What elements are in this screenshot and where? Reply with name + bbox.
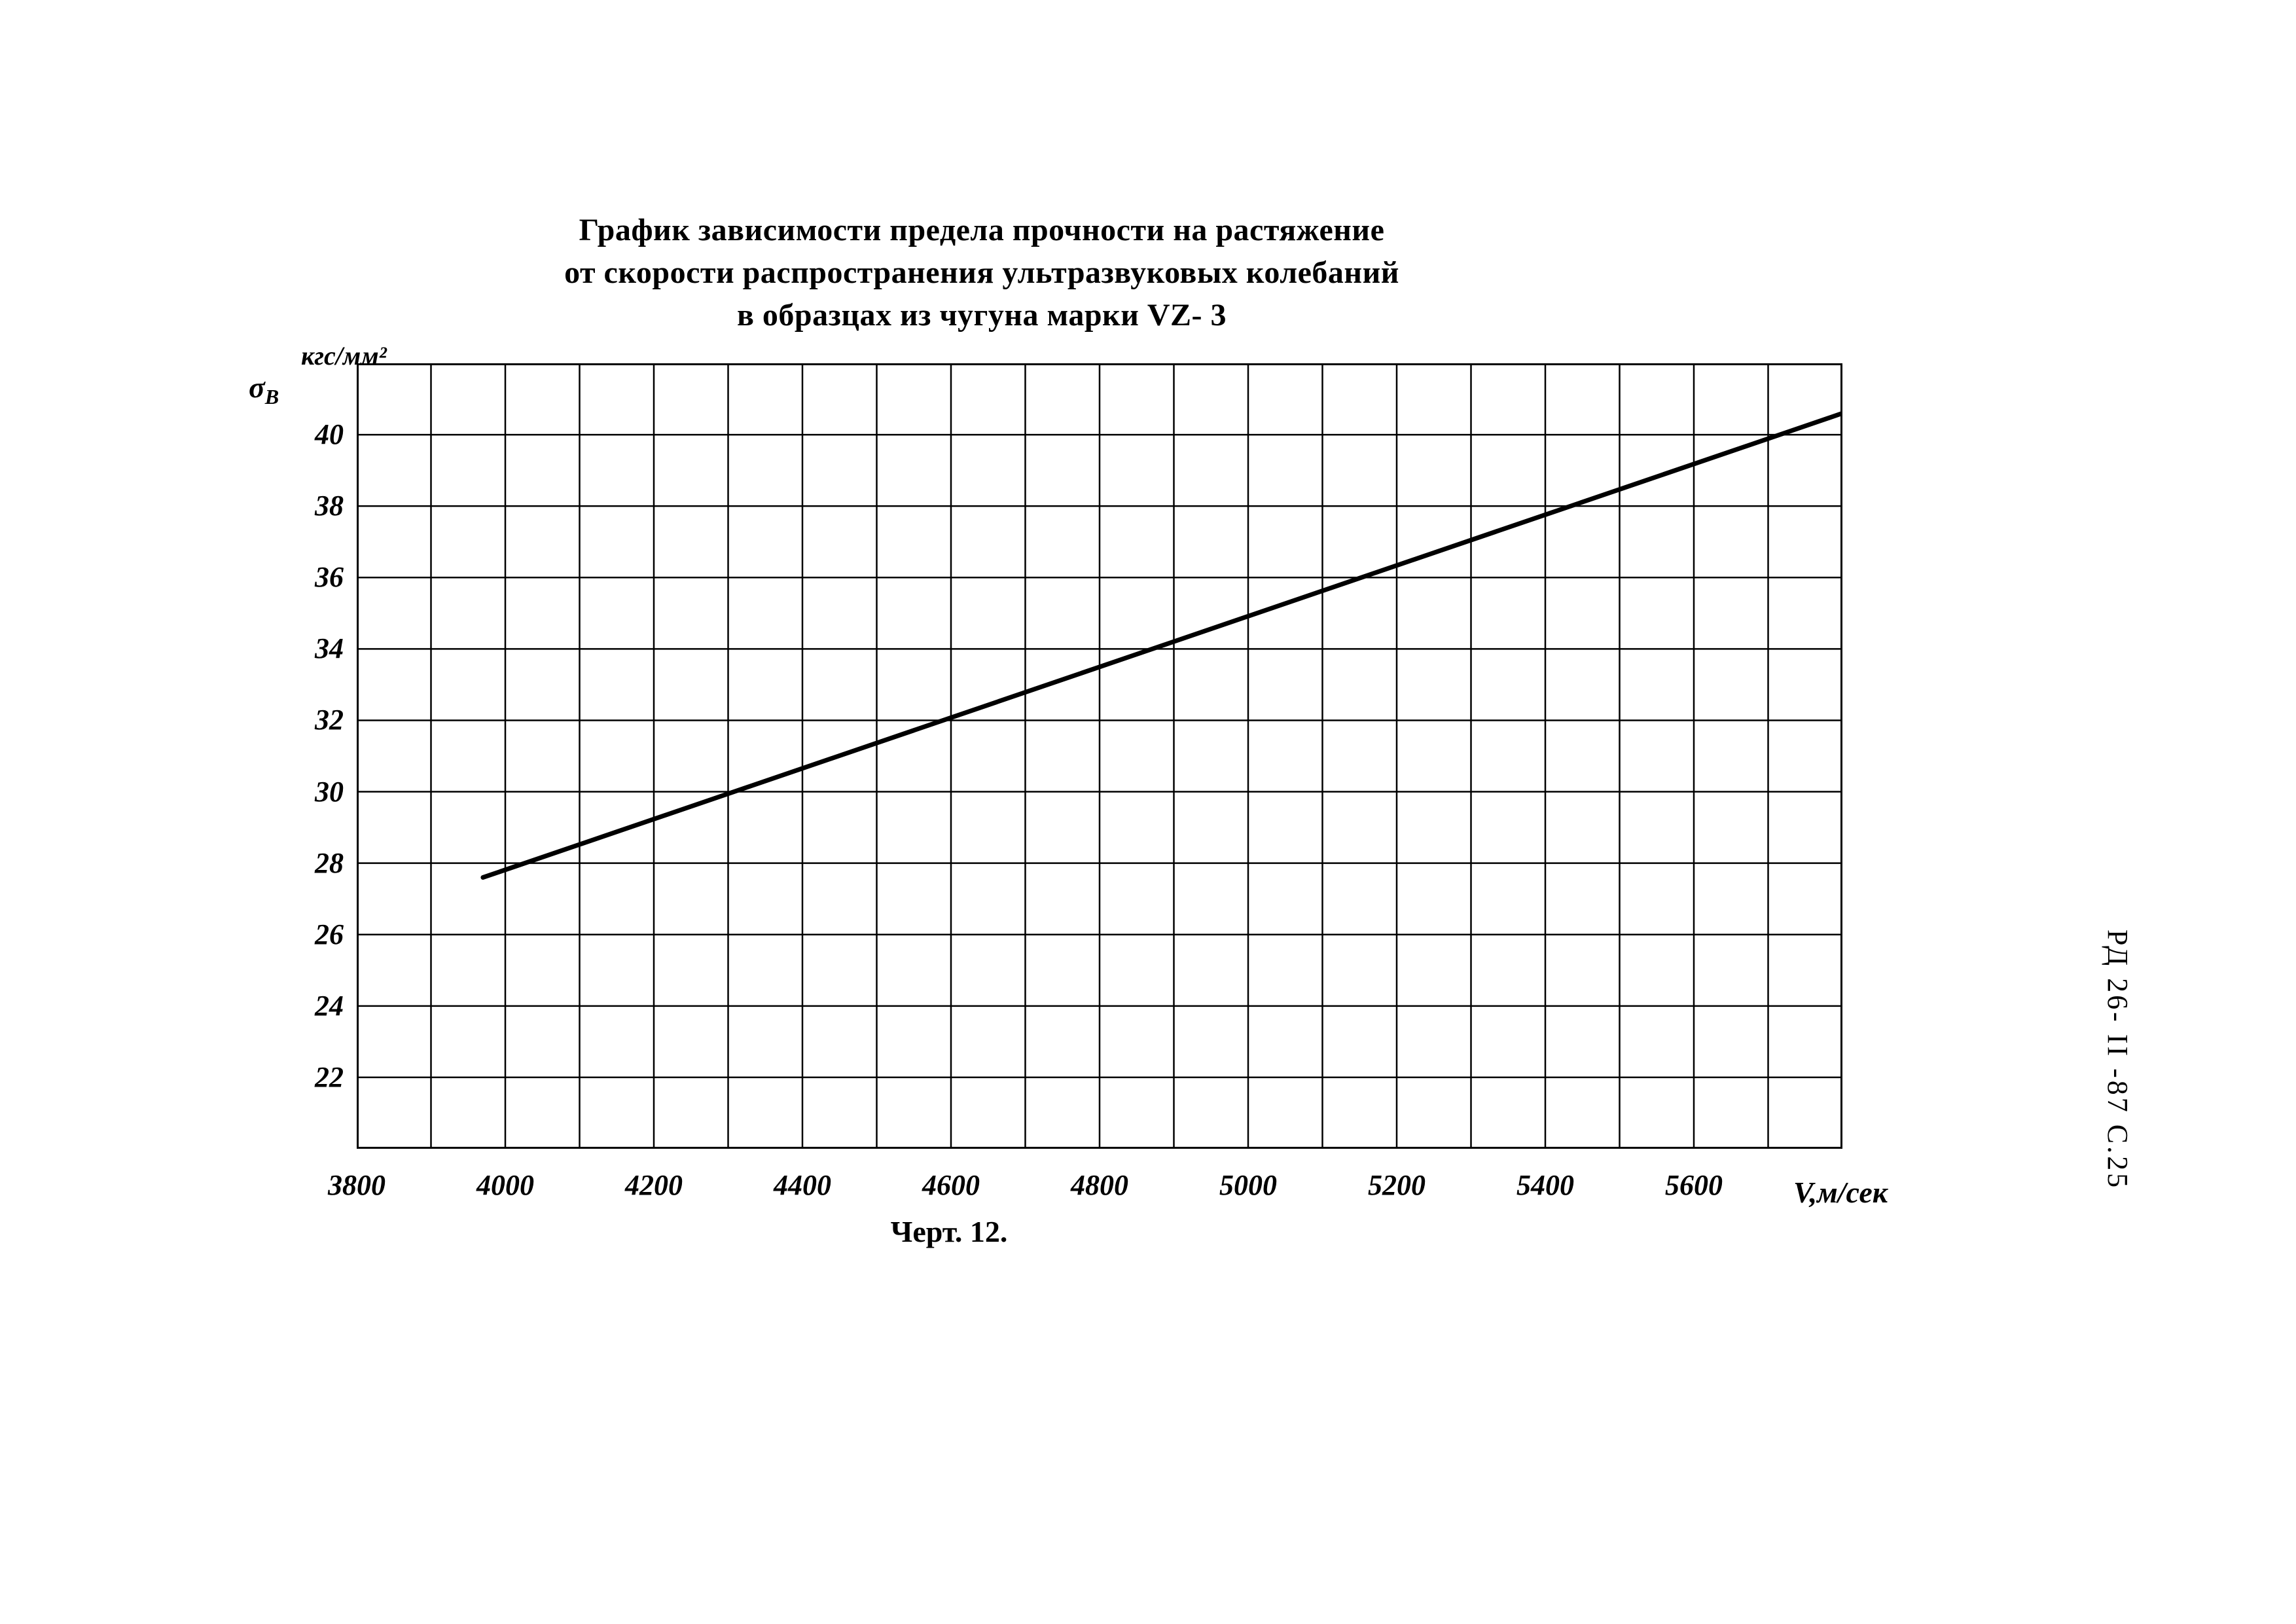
y-tick-label: 30: [291, 775, 344, 808]
x-tick-label: 4400: [753, 1168, 852, 1202]
page-root: График зависимости предела прочности на …: [0, 0, 2296, 1624]
x-tick-label: 4200: [605, 1168, 703, 1202]
x-tick-label: 4800: [1050, 1168, 1149, 1202]
y-tick-label: 26: [291, 918, 344, 951]
y-tick-label: 34: [291, 632, 344, 665]
y-tick-label: 36: [291, 560, 344, 594]
y-tick-label: 38: [291, 489, 344, 522]
y-tick-label: 32: [291, 703, 344, 736]
x-tick-label: 3800: [308, 1168, 406, 1202]
line-chart: [357, 363, 1842, 1149]
y-axis-symbol: σВ: [249, 370, 279, 409]
title-line-3: в образцах из чугуна марки VZ- 3: [0, 295, 1964, 337]
y-tick-label: 40: [291, 418, 344, 451]
x-tick-label: 5000: [1199, 1168, 1297, 1202]
y-tick-label: 28: [291, 846, 344, 880]
x-axis-label: V,м/сек: [1793, 1175, 1888, 1210]
y-tick-label: 24: [291, 989, 344, 1022]
x-tick-label: 5600: [1645, 1168, 1743, 1202]
x-tick-label: 4000: [456, 1168, 554, 1202]
chart-title: График зависимости предела прочности на …: [0, 209, 1964, 336]
x-tick-label: 5200: [1348, 1168, 1446, 1202]
x-tick-label: 4600: [902, 1168, 1000, 1202]
y-tick-label: 22: [291, 1060, 344, 1094]
title-line-1: График зависимости предела прочности на …: [0, 209, 1964, 252]
title-line-2: от скорости распространения ультразвуков…: [0, 252, 1964, 295]
x-tick-label: 5400: [1496, 1168, 1594, 1202]
document-side-code: РД 26- II -87 С.25: [2101, 929, 2134, 1190]
chart-caption: Черт. 12.: [818, 1214, 1080, 1249]
